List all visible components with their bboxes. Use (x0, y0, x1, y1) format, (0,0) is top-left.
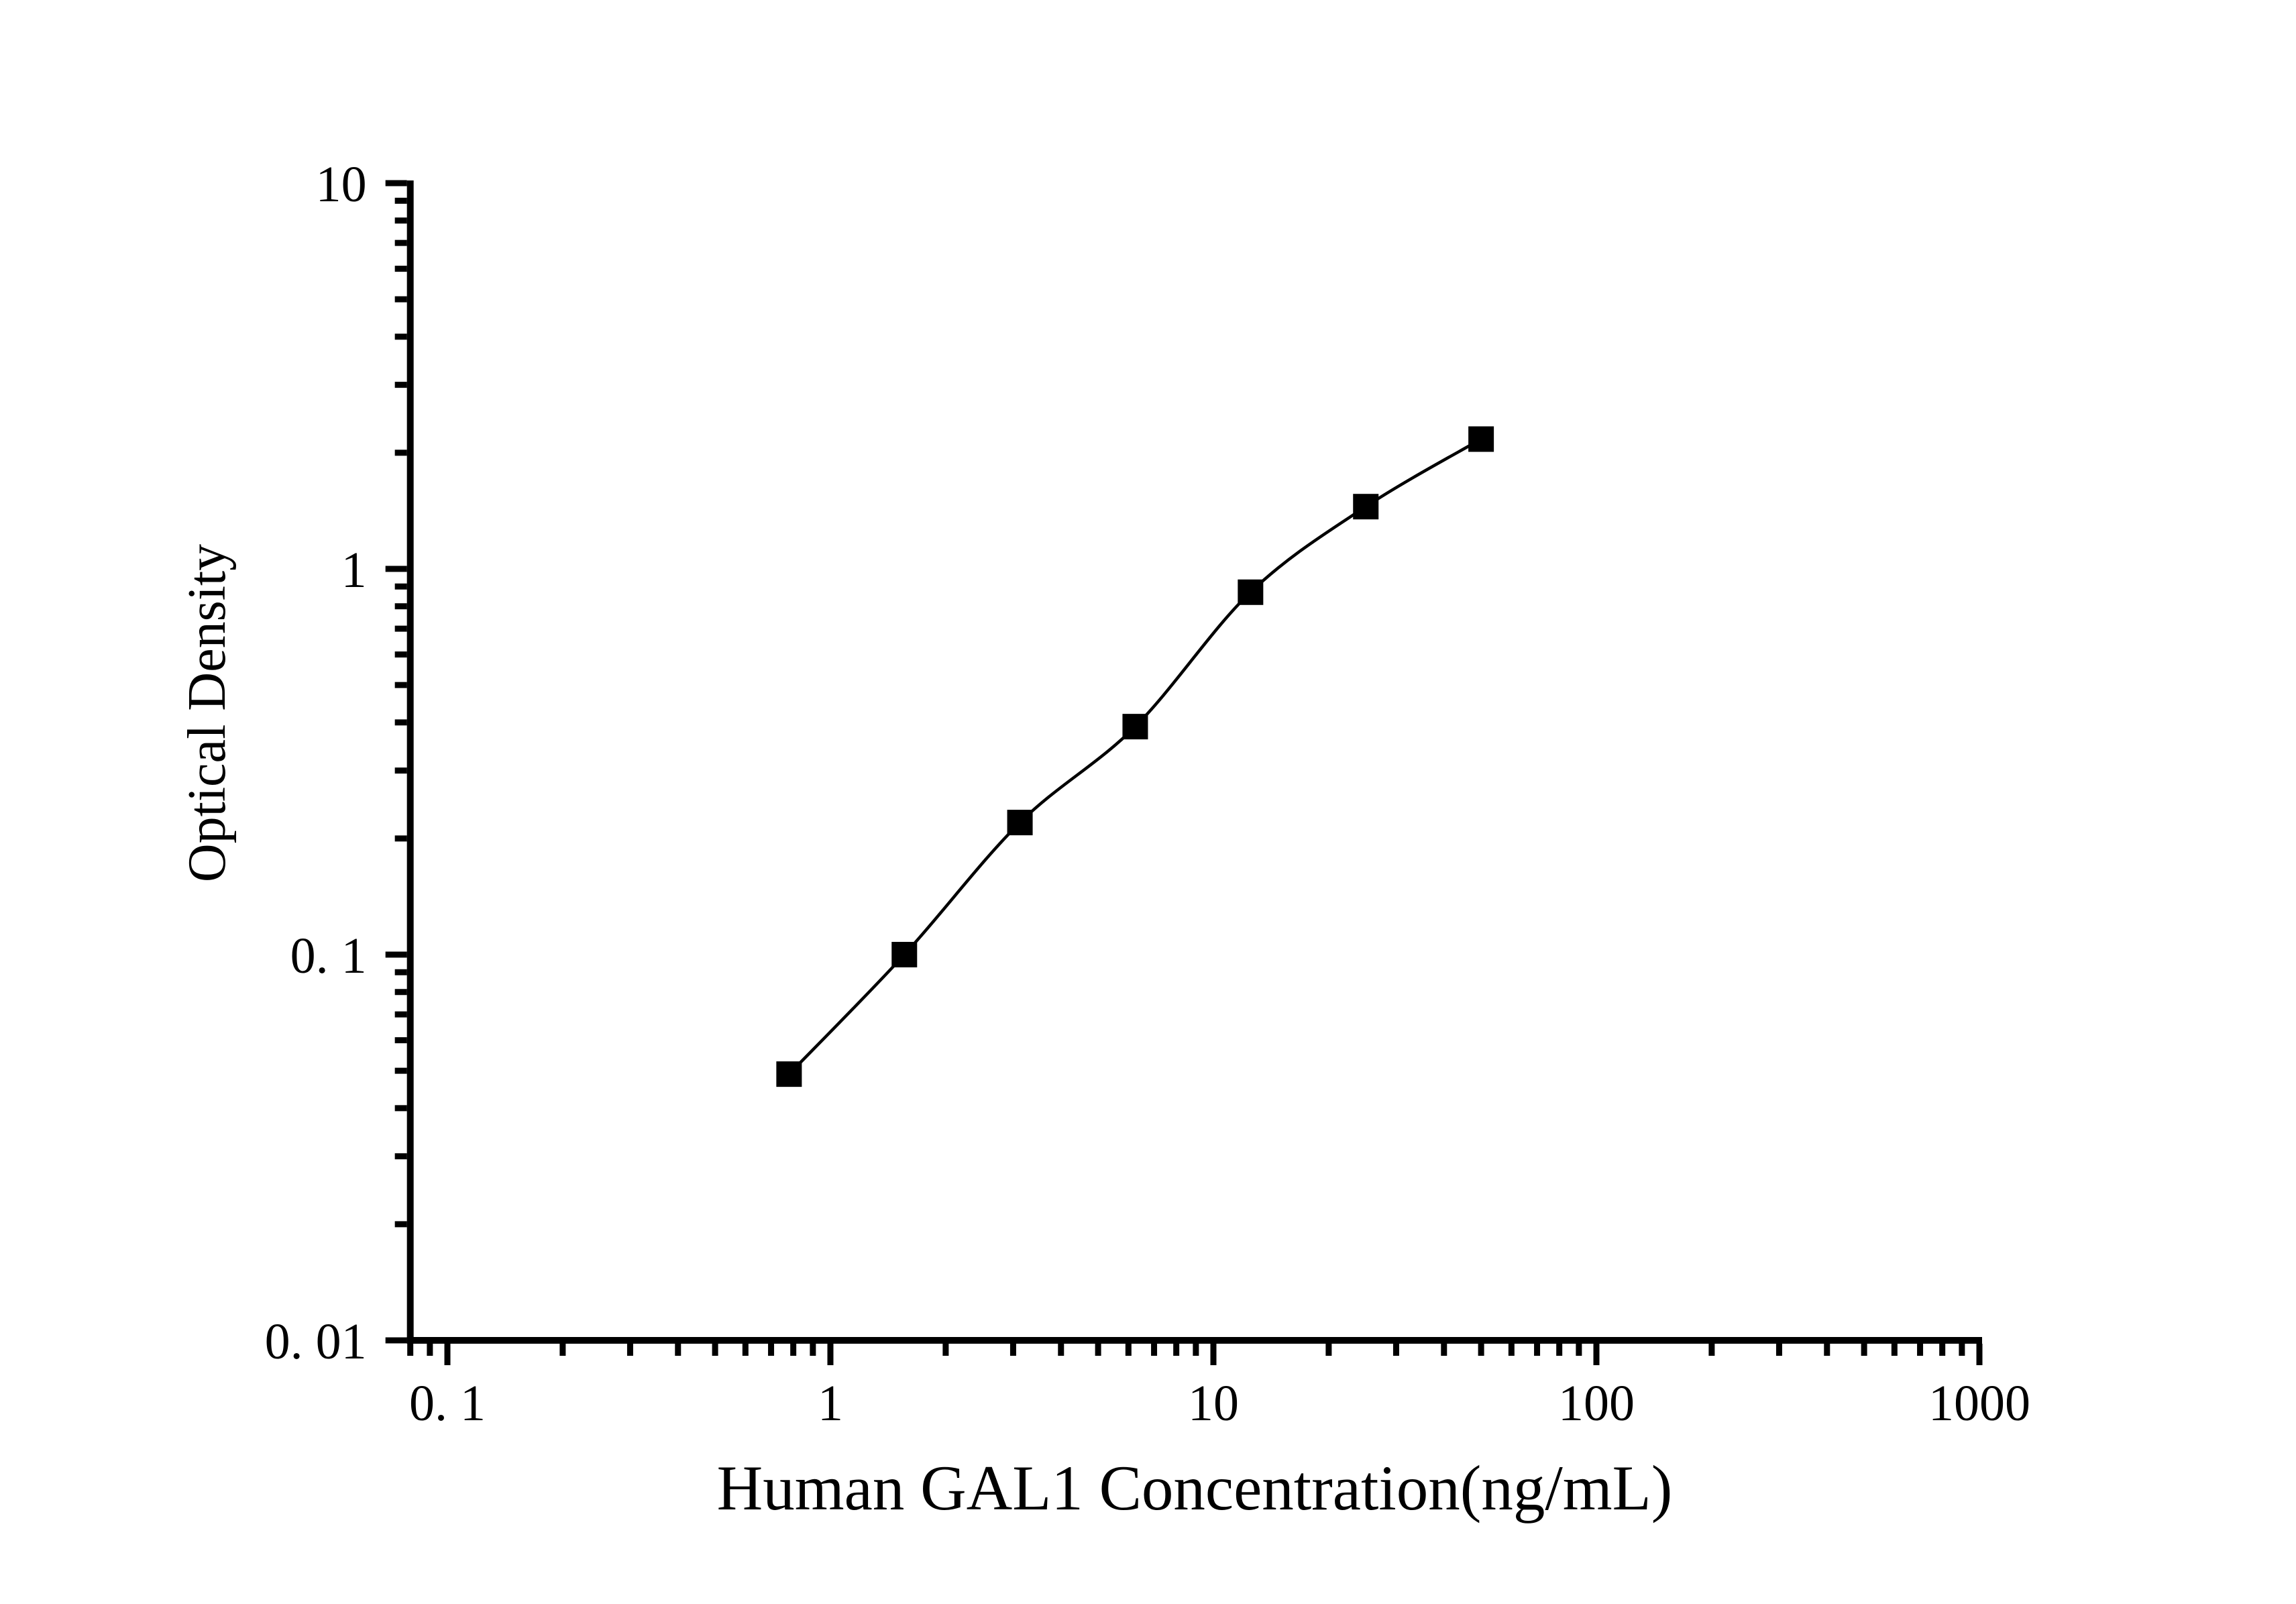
data-point-square (891, 942, 918, 967)
data-point-square (1468, 426, 1494, 452)
data-point-square (1238, 579, 1264, 605)
x-tick-label: 1 (818, 1375, 843, 1432)
x-tick-label: 1000 (1928, 1375, 2030, 1432)
data-point-square (1007, 810, 1033, 836)
y-axis-title: Optical Density (178, 544, 237, 882)
y-tick-label: 0. 01 (265, 1314, 367, 1370)
data-point-square (776, 1061, 802, 1087)
axes-layer: 0. 1 1 10 100 1000 0. 01 0. 1 1 10 (265, 156, 2030, 1432)
data-point-square (1122, 714, 1148, 740)
x-tick-label: 0. 1 (409, 1375, 486, 1432)
data-series-layer (776, 426, 1494, 1087)
y-tick-label: 10 (316, 156, 367, 213)
x-tick-label: 100 (1558, 1375, 1635, 1432)
y-tick-label: 1 (341, 542, 367, 598)
standard-curve-line (787, 437, 1482, 1075)
data-point-square (1353, 494, 1379, 520)
x-tick-label: 10 (1188, 1375, 1239, 1432)
x-axis-title: Human GAL1 Concentration(ng/mL) (717, 1452, 1673, 1523)
y-tick-label: 0. 1 (290, 928, 367, 984)
